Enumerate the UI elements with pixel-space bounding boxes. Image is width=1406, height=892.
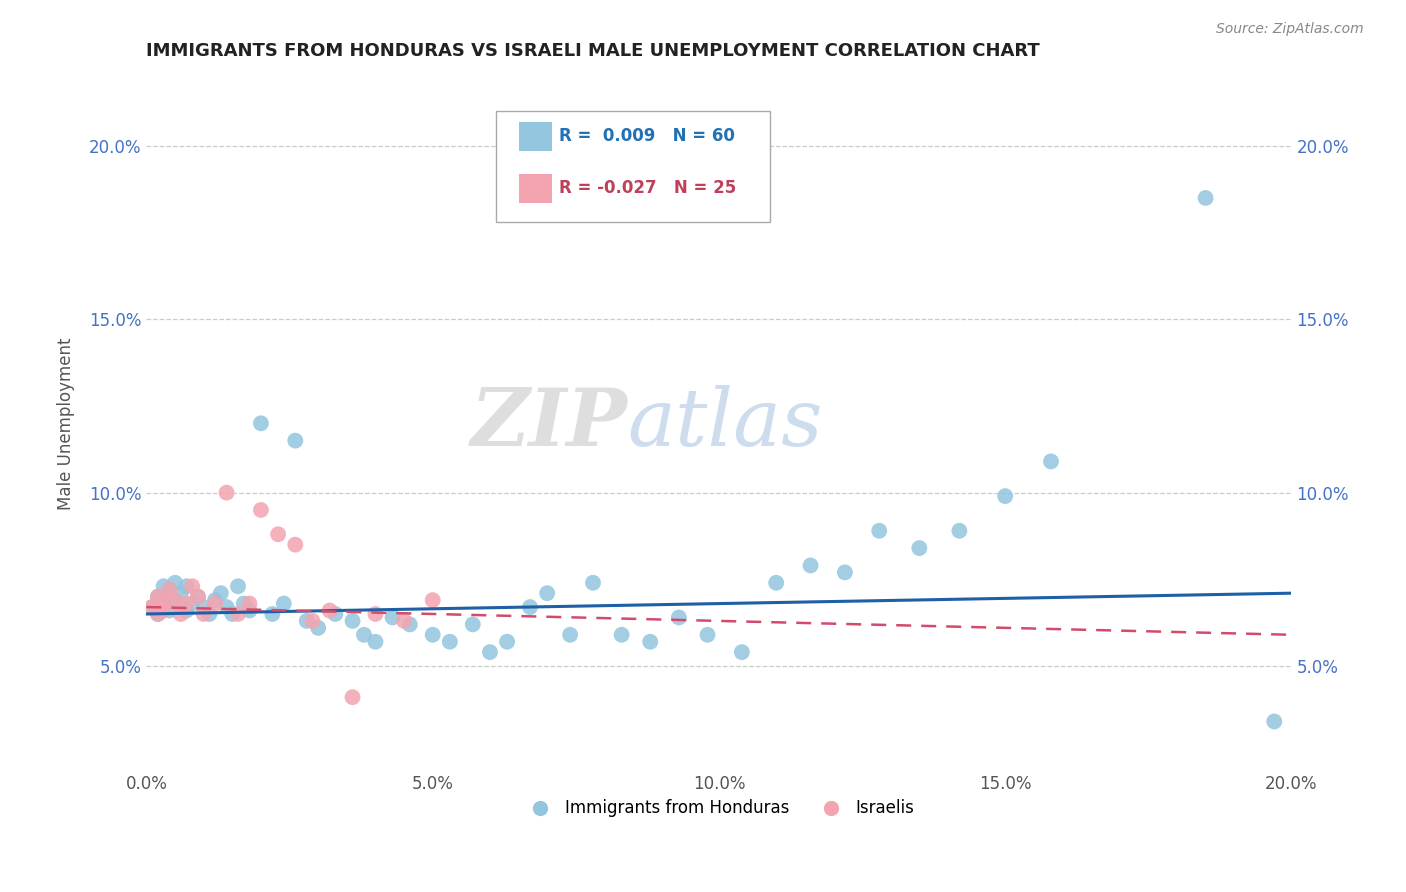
Point <box>232 597 254 611</box>
Point <box>422 628 444 642</box>
Text: IMMIGRANTS FROM HONDURAS VS ISRAELI MALE UNEMPLOYMENT CORRELATION CHART: IMMIGRANTS FROM HONDURAS VS ISRAELI MALE… <box>146 42 1040 60</box>
Point <box>301 614 323 628</box>
Point <box>170 607 193 621</box>
Y-axis label: Male Unemployment: Male Unemployment <box>58 337 75 509</box>
Point <box>496 634 519 648</box>
Point <box>209 586 232 600</box>
Point <box>696 628 718 642</box>
Point <box>908 541 931 555</box>
Point <box>267 527 290 541</box>
Point <box>226 579 249 593</box>
Point <box>152 597 174 611</box>
Text: R = -0.027   N = 25: R = -0.027 N = 25 <box>558 179 735 197</box>
Point <box>994 489 1017 503</box>
Point <box>165 593 187 607</box>
Point <box>146 607 169 621</box>
FancyBboxPatch shape <box>496 112 770 222</box>
Text: atlas: atlas <box>627 384 823 462</box>
Point <box>353 628 375 642</box>
Point <box>152 597 174 611</box>
FancyBboxPatch shape <box>519 121 551 151</box>
Point <box>187 590 209 604</box>
Point <box>536 586 558 600</box>
Point <box>284 538 307 552</box>
Point <box>215 485 238 500</box>
Point <box>295 614 318 628</box>
Point <box>198 607 221 621</box>
Text: Source: ZipAtlas.com: Source: ZipAtlas.com <box>1216 22 1364 37</box>
Point <box>668 610 690 624</box>
Point <box>461 617 484 632</box>
Point <box>582 575 605 590</box>
Point <box>238 597 260 611</box>
Point <box>392 614 415 628</box>
Point <box>165 593 187 607</box>
Point <box>1040 454 1063 468</box>
Point <box>519 600 541 615</box>
Point <box>765 575 787 590</box>
Point <box>262 607 284 621</box>
Point <box>342 690 364 705</box>
Point <box>193 600 215 615</box>
Point <box>799 558 821 573</box>
Point <box>176 597 198 611</box>
Point <box>157 582 180 597</box>
Point <box>1263 714 1285 729</box>
Point <box>342 614 364 628</box>
Point <box>141 600 163 615</box>
Point <box>181 597 204 611</box>
Point <box>165 575 187 590</box>
Point <box>1194 191 1216 205</box>
Point <box>318 603 340 617</box>
Point <box>364 607 387 621</box>
Point <box>610 628 633 642</box>
FancyBboxPatch shape <box>519 174 551 202</box>
Text: R =  0.009   N = 60: R = 0.009 N = 60 <box>558 128 734 145</box>
Point <box>307 621 329 635</box>
Point <box>834 566 856 580</box>
Point <box>478 645 501 659</box>
Point <box>146 607 169 621</box>
Point <box>398 617 420 632</box>
Point <box>157 603 180 617</box>
Point <box>638 634 661 648</box>
Point <box>238 603 260 617</box>
Point <box>221 607 243 621</box>
Point <box>141 600 163 615</box>
Point <box>152 603 174 617</box>
Point <box>381 610 404 624</box>
Point <box>146 590 169 604</box>
Point <box>868 524 890 538</box>
Point <box>948 524 970 538</box>
Point <box>181 579 204 593</box>
Point <box>146 590 169 604</box>
Point <box>226 607 249 621</box>
Point <box>152 579 174 593</box>
Point <box>731 645 754 659</box>
Point <box>422 593 444 607</box>
Point <box>273 597 295 611</box>
Point <box>176 579 198 593</box>
Point <box>204 593 226 607</box>
Point <box>250 503 273 517</box>
Point <box>170 586 193 600</box>
Point <box>170 600 193 615</box>
Point <box>176 603 198 617</box>
Point <box>215 600 238 615</box>
Point <box>284 434 307 448</box>
Point <box>364 634 387 648</box>
Point <box>157 582 180 597</box>
Point <box>439 634 461 648</box>
Point <box>325 607 347 621</box>
Point <box>558 628 581 642</box>
Point <box>250 417 273 431</box>
Point <box>204 597 226 611</box>
Point <box>187 590 209 604</box>
Text: ZIP: ZIP <box>471 384 627 462</box>
Point <box>193 607 215 621</box>
Legend: Immigrants from Honduras, Israelis: Immigrants from Honduras, Israelis <box>516 793 921 824</box>
